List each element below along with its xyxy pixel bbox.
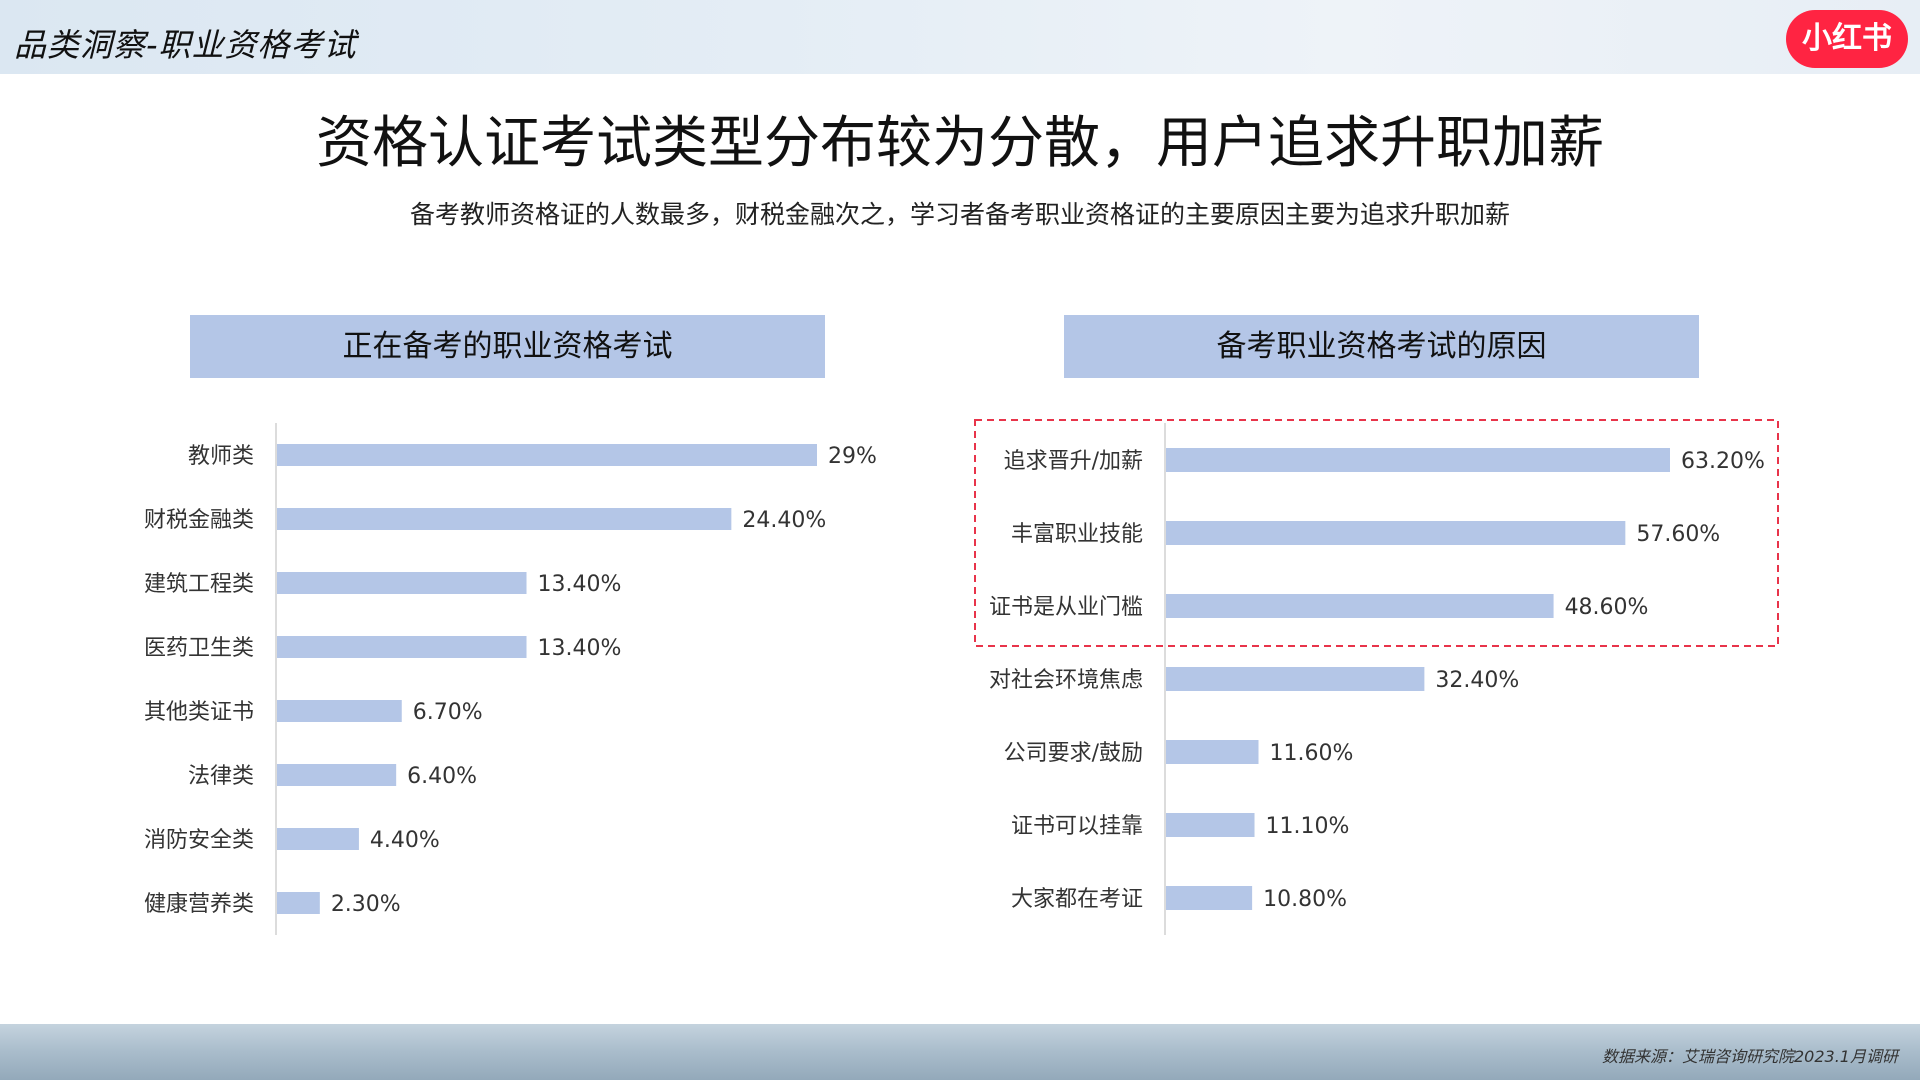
category-label: 消防安全类 bbox=[144, 828, 254, 853]
category-label: 教师类 bbox=[188, 444, 254, 469]
category-label: 证书是从业门槛 bbox=[989, 595, 1143, 620]
top-banner bbox=[0, 0, 1920, 74]
data-label: 4.40% bbox=[370, 828, 440, 853]
category-label: 对社会环境焦虑 bbox=[989, 668, 1143, 693]
category-label: 法律类 bbox=[188, 764, 254, 789]
data-label: 13.40% bbox=[538, 636, 622, 661]
bar bbox=[1166, 813, 1255, 837]
section-label: 品类洞察-职业资格考试 bbox=[14, 26, 357, 64]
page-title: 资格认证考试类型分布较为分散，用户追求升职加薪 bbox=[316, 111, 1604, 176]
data-label: 6.70% bbox=[413, 700, 483, 725]
source-note: 数据来源：艾瑞咨询研究院2023.1月调研 bbox=[1602, 1047, 1898, 1066]
category-label: 财税金融类 bbox=[144, 508, 254, 533]
category-label: 公司要求/鼓励 bbox=[1004, 741, 1143, 766]
page-subtitle: 备考教师资格证的人数最多，财税金融次之，学习者备考职业资格证的主要原因主要为追求… bbox=[409, 200, 1510, 229]
left-bar-chart: 教师类 29% 财税金融类 24.40% 建筑工程类 13.40% 医药卫生类 13.40% 其… bbox=[144, 423, 877, 935]
bar bbox=[1166, 740, 1259, 764]
right-bar-chart: 追求晋升/加薪 63.20% 丰富职业技能 57.60% 证书是从业门槛 48.60% 对社… bbox=[974, 419, 1779, 935]
category-label: 丰富职业技能 bbox=[1011, 522, 1143, 547]
bar bbox=[277, 444, 817, 466]
data-label: 6.40% bbox=[407, 764, 477, 789]
left-chart-title: 正在备考的职业资格考试 bbox=[190, 315, 825, 378]
data-label: 48.60% bbox=[1565, 595, 1649, 620]
bar bbox=[1166, 594, 1554, 618]
category-label: 建筑工程类 bbox=[144, 572, 254, 597]
bar bbox=[277, 636, 527, 658]
bar bbox=[1166, 521, 1626, 545]
data-label: 11.60% bbox=[1270, 741, 1354, 766]
bar bbox=[277, 700, 402, 722]
data-label: 11.10% bbox=[1266, 814, 1350, 839]
bar bbox=[277, 572, 527, 594]
category-label: 医药卫生类 bbox=[144, 636, 254, 661]
category-label: 大家都在考证 bbox=[1011, 887, 1143, 912]
bar bbox=[277, 892, 320, 914]
category-label: 其他类证书 bbox=[144, 700, 254, 725]
data-label: 24.40% bbox=[742, 508, 826, 533]
data-label: 57.60% bbox=[1636, 522, 1720, 547]
data-label: 10.80% bbox=[1263, 887, 1347, 912]
category-label: 追求晋升/加薪 bbox=[1004, 449, 1143, 474]
bar bbox=[277, 508, 732, 530]
data-label: 32.40% bbox=[1435, 668, 1519, 693]
xiaohongshu-logo: 小红书 bbox=[1786, 10, 1908, 68]
bottom-banner bbox=[0, 1024, 1920, 1080]
data-label: 13.40% bbox=[538, 572, 622, 597]
bar bbox=[1166, 667, 1425, 691]
data-label: 63.20% bbox=[1681, 449, 1765, 474]
right-chart-title: 备考职业资格考试的原因 bbox=[1064, 315, 1699, 378]
data-label: 29% bbox=[828, 444, 877, 469]
bar bbox=[1166, 886, 1253, 910]
highlight-box bbox=[974, 419, 1779, 647]
bar bbox=[277, 764, 397, 786]
category-label: 证书可以挂靠 bbox=[1011, 814, 1143, 839]
category-label: 健康营养类 bbox=[144, 892, 254, 917]
data-label: 2.30% bbox=[331, 892, 401, 917]
bar bbox=[1166, 448, 1670, 472]
bar bbox=[277, 828, 359, 850]
